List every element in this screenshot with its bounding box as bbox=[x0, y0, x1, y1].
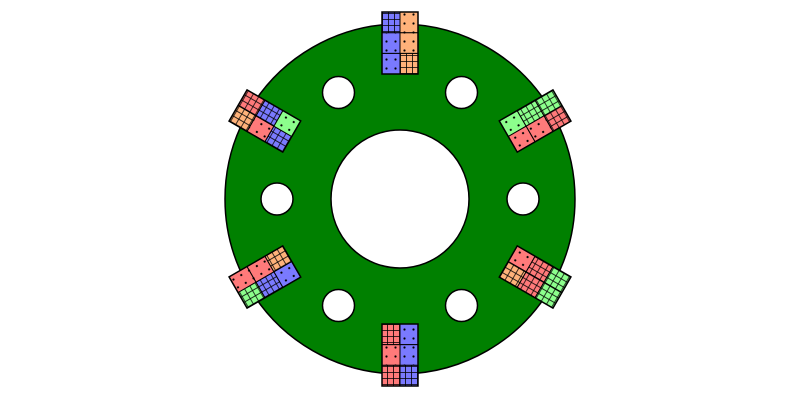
winding-coils-group bbox=[229, 12, 571, 386]
slot-1-coil-cell-0-0 bbox=[382, 53, 400, 74]
stator-lamination bbox=[225, 24, 575, 374]
stator-lamination-group bbox=[225, 24, 575, 374]
slot-1-coil-cell-2-1 bbox=[400, 12, 418, 33]
slot-1-coil-cell-2-0 bbox=[382, 12, 400, 33]
slot-4-coil-cell-0-0 bbox=[400, 324, 418, 345]
slot-4-coil-cell-1-1 bbox=[382, 345, 400, 366]
slot-1-coil-cell-1-0 bbox=[382, 33, 400, 54]
slot-4-coil-cell-2-0 bbox=[400, 365, 418, 386]
slot-1-coil-cell-0-1 bbox=[400, 53, 418, 74]
slot-1-coil-block bbox=[382, 12, 418, 74]
slot-4-coil-block bbox=[382, 324, 418, 386]
slot-4-coil-cell-0-1 bbox=[382, 324, 400, 345]
slot-1-coil-cell-1-1 bbox=[400, 33, 418, 54]
slot-4-coil-cell-2-1 bbox=[382, 365, 400, 386]
slot-4-coil-cell-1-0 bbox=[400, 345, 418, 366]
